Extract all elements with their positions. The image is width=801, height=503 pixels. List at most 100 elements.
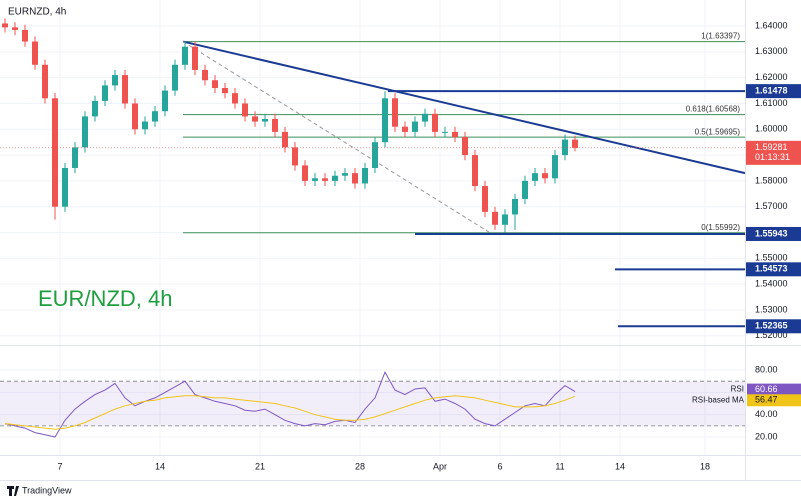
rsi-legend-name: RSI-based MA: [692, 395, 745, 404]
candle-body: [552, 155, 558, 179]
candle-body: [342, 173, 348, 176]
candle-body: [72, 147, 78, 168]
candle-body: [222, 87, 228, 94]
candle-body: [442, 131, 448, 133]
watermark: EUR/NZD, 4h: [38, 286, 172, 311]
last-price-box: [746, 140, 801, 165]
y-tick-label: 1.57000: [755, 201, 788, 211]
candle-body: [452, 131, 458, 138]
x-tick-label: 7: [57, 461, 62, 471]
footer-brand: TradingView: [22, 485, 72, 495]
y-tick-label: 1.54000: [755, 278, 788, 288]
candle-body: [322, 178, 328, 181]
candle-body: [192, 46, 198, 70]
level-label-box: [746, 262, 801, 277]
candle-body: [382, 98, 388, 143]
rsi-tick-label: 20.00: [755, 431, 778, 441]
trend-line: [182, 41, 491, 234]
x-tick-label: 21: [255, 461, 265, 471]
candle-body: [92, 100, 98, 117]
candle-body: [362, 167, 368, 184]
price-pane: 1(1.63397) 0.618(1.60568) 0.5(1.59695) 0(1.…: [0, 18, 746, 328]
candle-body: [62, 167, 68, 207]
rsi-value-box: [747, 383, 801, 396]
candle-body: [2, 23, 8, 28]
rsi-tick-label: 80.00: [755, 364, 778, 374]
candle-body: [152, 111, 158, 122]
y-tick-label: 1.53000: [755, 304, 788, 314]
candle-body: [532, 173, 538, 181]
y-tick-label: 1.64000: [755, 20, 788, 30]
candle-body: [302, 165, 308, 181]
trend-line: [182, 40, 746, 175]
rsi-legend-name: RSI: [731, 385, 744, 394]
candle-body: [52, 98, 58, 207]
y-tick-label: 1.61000: [755, 98, 788, 108]
candle-body: [312, 178, 318, 181]
candle-body: [562, 139, 568, 156]
candle-body: [432, 113, 438, 132]
fib-label: 0.5(1.59695): [695, 127, 741, 136]
candle-body: [492, 211, 498, 225]
candle-body: [202, 69, 208, 81]
candle-body: [122, 75, 128, 104]
x-tick-label: Apr: [433, 461, 447, 471]
rsi-line: [4, 395, 576, 430]
y-tick-label: 1.62000: [755, 72, 788, 82]
candle-body: [572, 139, 578, 148]
candle-body: [102, 85, 108, 101]
candle-body: [132, 103, 138, 130]
candle-body: [472, 155, 478, 187]
rsi-pane: [0, 371, 745, 438]
candle-body: [402, 126, 408, 132]
candle-body: [542, 173, 548, 179]
candle-body: [352, 173, 358, 184]
last-price-label: 1.59281: [755, 142, 788, 152]
candle-body: [262, 118, 268, 122]
rsi-value-label: 60.66: [755, 384, 778, 394]
x-tick-label: 14: [615, 461, 625, 471]
rsi-line: [4, 371, 576, 438]
candle-body: [162, 90, 168, 112]
x-tick-label: 18: [700, 461, 710, 471]
level-label: 1.52365: [755, 321, 788, 331]
fib-label: 0.618(1.60568): [686, 105, 741, 114]
candle-body: [12, 27, 18, 30]
y-tick-label: 1.58000: [755, 175, 788, 185]
candle-body: [512, 198, 518, 215]
candle-body: [212, 80, 218, 88]
level-label-box: [746, 84, 801, 99]
fib-label: 0(1.55992): [701, 223, 740, 232]
candle-body: [522, 180, 528, 199]
candle-body: [242, 103, 248, 117]
candle-body: [82, 116, 88, 148]
candle-body: [142, 121, 148, 130]
candle-body: [502, 214, 508, 225]
level-label: 1.55943: [755, 228, 788, 238]
tradingview-logo: [7, 486, 19, 496]
candle-body: [22, 29, 28, 42]
candle-body: [392, 98, 398, 127]
candle-body: [372, 142, 378, 168]
level-label-box: [746, 226, 801, 241]
candle-body: [32, 41, 38, 65]
y-tick-label: 1.60000: [755, 124, 788, 134]
y-tick-label: 1.55000: [755, 253, 788, 263]
level-label-box: [746, 319, 801, 334]
level-label: 1.61478: [755, 86, 788, 96]
candle-body: [172, 64, 178, 91]
candle-body: [482, 186, 488, 212]
candle-body: [422, 113, 428, 122]
x-tick-label: 14: [155, 461, 165, 471]
candle-body: [112, 75, 118, 86]
candle-body: [412, 121, 418, 132]
countdown-label: 01:13:31: [755, 152, 790, 162]
candle-body: [462, 137, 468, 156]
axes: 7 14 21 28 Apr 6 11 14 18 1.64000 1.63000 1.62000 1.…: [57, 20, 801, 471]
candle-body: [252, 116, 258, 122]
y-tick-label: 1.52000: [755, 330, 788, 340]
fib-label: 1(1.63397): [701, 32, 740, 41]
rsi-band: [0, 381, 745, 426]
candle-body: [232, 93, 238, 104]
